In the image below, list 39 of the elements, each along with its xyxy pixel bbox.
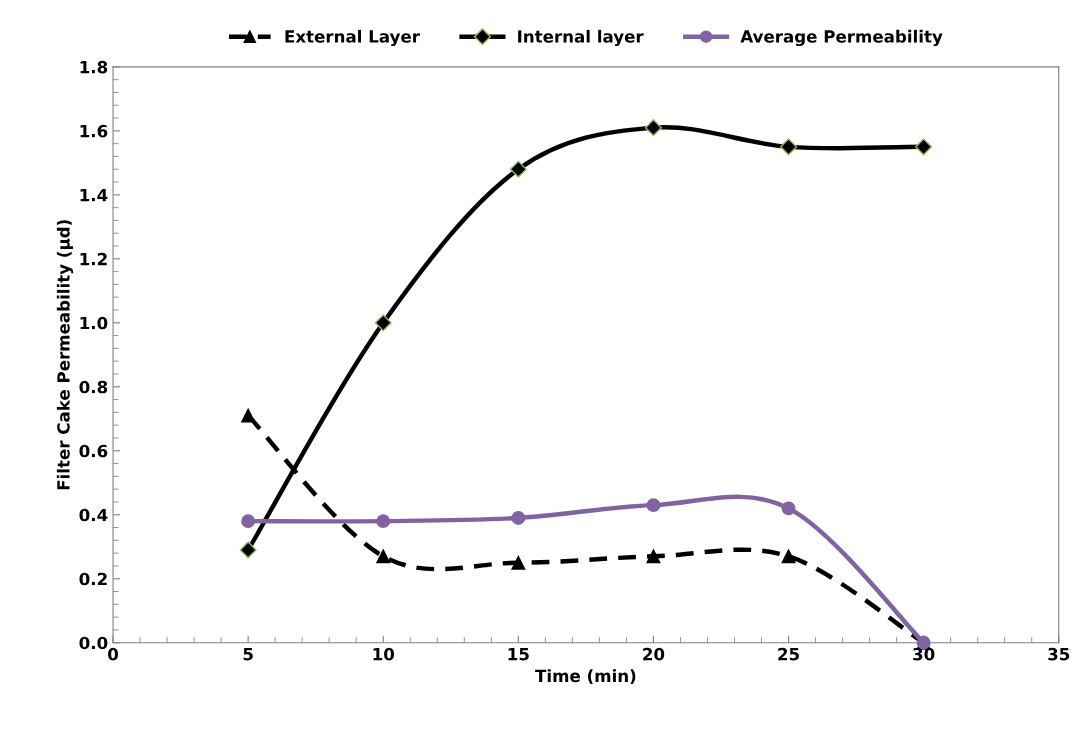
y-tick-label: 0.4 [79,508,108,522]
point [511,555,526,570]
point [781,501,796,516]
point [915,138,933,156]
point [239,541,257,559]
x-tick-label: 15 [508,648,529,661]
y-tick-label: 1.0 [80,316,108,330]
legend-label: External Layer [285,29,420,47]
point [509,160,527,178]
point [779,138,798,156]
x-tick-label: 20 [643,647,665,661]
x-axis-title: Time (min) [535,669,636,685]
x-tick-label: 0 [108,647,119,661]
y-tick-label: 1.6 [80,124,108,138]
point [646,549,661,564]
point [644,119,662,137]
y-tick-label: 1.8 [80,60,108,74]
y-tick-label: 1.4 [80,189,108,202]
y-tick-label: 0.2 [79,572,107,586]
point [374,314,392,332]
point [376,549,391,564]
y-tick-label: 0.6 [79,444,108,458]
point [646,498,661,513]
y-tick-label: 1.2 [80,252,107,266]
point [376,514,391,529]
legend-label: Internal layer [518,29,644,47]
y-tick-label: 0.0 [79,636,108,650]
point [781,549,796,564]
y-tick-label: 0.8 [79,380,108,394]
x-tick-label: 10 [373,647,395,661]
legend-label: Average Permeability [740,29,943,47]
x-tick-label: 5 [243,648,253,661]
x-tick-label: 25 [778,647,799,661]
point [241,514,256,529]
x-tick-label: 35 [1048,647,1070,661]
y-axis-title: Filter Cake Permeability (µd) [56,220,74,490]
point [511,510,526,525]
x-tick-label: 30 [913,647,935,661]
point [241,408,256,423]
